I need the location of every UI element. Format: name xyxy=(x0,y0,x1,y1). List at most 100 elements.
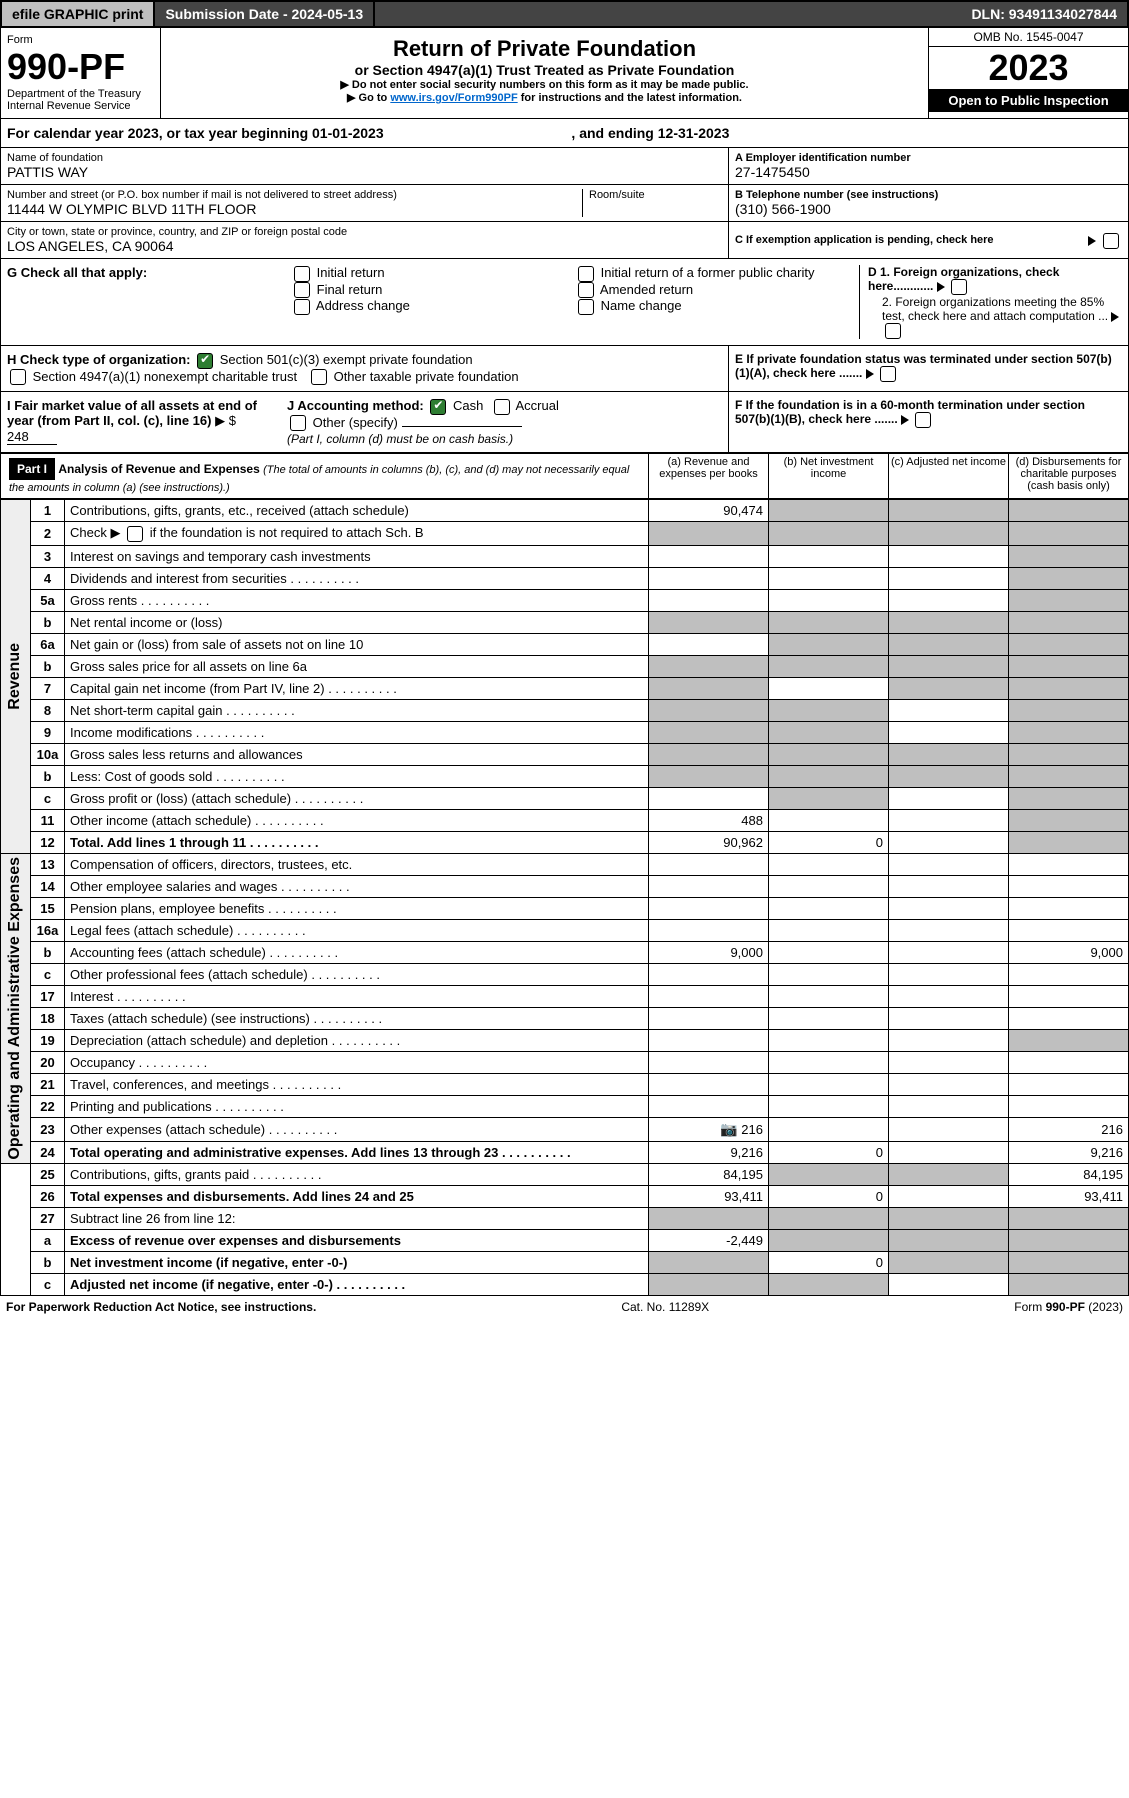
row-num: 9 xyxy=(31,721,65,743)
row-desc: Check ▶ if the foundation is not require… xyxy=(65,522,649,546)
tax-year: 2023 xyxy=(929,47,1128,89)
part1-title: Analysis of Revenue and Expenses xyxy=(58,462,259,476)
cell: 90,962 xyxy=(649,831,769,853)
c-checkbox[interactable] xyxy=(1103,233,1119,249)
g-name-checkbox[interactable] xyxy=(578,299,594,315)
section-ij: I Fair market value of all assets at end… xyxy=(0,392,1129,453)
g-opt: Address change xyxy=(316,298,410,313)
row-num: c xyxy=(31,1273,65,1295)
h-other-checkbox[interactable] xyxy=(311,369,327,385)
cell: 0 xyxy=(769,831,889,853)
cell: 216 xyxy=(1009,1117,1129,1141)
j-other-checkbox[interactable] xyxy=(290,415,306,431)
h-501c3-checkbox[interactable] xyxy=(197,353,213,369)
g-opt: Initial return of a former public charit… xyxy=(601,265,815,280)
row-desc: Taxes (attach schedule) (see instruction… xyxy=(65,1007,649,1029)
arrow-icon xyxy=(866,369,874,379)
note2-prefix: ▶ Go to xyxy=(347,92,390,104)
f-note: F If the foundation is in a 60-month ter… xyxy=(735,398,1122,428)
section-h: H Check type of organization: Section 50… xyxy=(0,346,1129,392)
f-checkbox[interactable] xyxy=(915,412,931,428)
d1-checkbox[interactable] xyxy=(951,279,967,295)
g-initial-checkbox[interactable] xyxy=(294,266,310,282)
row-num: 20 xyxy=(31,1051,65,1073)
h-4947-checkbox[interactable] xyxy=(10,369,26,385)
d1-note: D 1. Foreign organizations, check here..… xyxy=(868,265,1122,295)
row-desc: Total. Add lines 1 through 11 xyxy=(65,831,649,853)
row-desc: Gross profit or (loss) (attach schedule) xyxy=(65,787,649,809)
arrow-icon xyxy=(937,282,945,292)
omb-number: OMB No. 1545-0047 xyxy=(929,28,1128,47)
dept-label: Department of the Treasury xyxy=(7,88,154,100)
row-desc: Pension plans, employee benefits xyxy=(65,897,649,919)
footer-left: For Paperwork Reduction Act Notice, see … xyxy=(6,1300,316,1314)
cell: 93,411 xyxy=(1009,1185,1129,1207)
g-final-checkbox[interactable] xyxy=(294,282,310,298)
arrow-icon xyxy=(1111,312,1119,322)
row-desc: Adjusted net income (if negative, enter … xyxy=(65,1273,649,1295)
row-num: b xyxy=(31,611,65,633)
cell: 488 xyxy=(649,809,769,831)
row-desc: Travel, conferences, and meetings xyxy=(65,1073,649,1095)
cell: 90,474 xyxy=(649,500,769,522)
j-accrual-checkbox[interactable] xyxy=(494,399,510,415)
row-num: 7 xyxy=(31,677,65,699)
irs-link[interactable]: www.irs.gov/Form990PF xyxy=(390,92,517,104)
cell: 9,000 xyxy=(1009,941,1129,963)
dollar-sign: $ xyxy=(229,413,236,428)
cal-b: , and ending 12-31-2023 xyxy=(571,125,729,141)
row-num: 27 xyxy=(31,1207,65,1229)
row-desc: Less: Cost of goods sold xyxy=(65,765,649,787)
note2-suffix: for instructions and the latest informat… xyxy=(521,92,742,104)
row-num: a xyxy=(31,1229,65,1251)
form-subtitle: or Section 4947(a)(1) Trust Treated as P… xyxy=(169,62,920,78)
j-accrual: Accrual xyxy=(516,398,559,413)
attachment-icon[interactable]: 📷 xyxy=(720,1121,737,1137)
row-desc: Total expenses and disbursements. Add li… xyxy=(65,1185,649,1207)
row-desc: Contributions, gifts, grants, etc., rece… xyxy=(65,500,649,522)
cell: 0 xyxy=(769,1251,889,1273)
note-ssn: ▶ Do not enter social security numbers o… xyxy=(169,78,920,91)
row-desc: Accounting fees (attach schedule) xyxy=(65,941,649,963)
expenses-side-label: Operating and Administrative Expenses xyxy=(6,857,24,1160)
g-amended-checkbox[interactable] xyxy=(578,282,594,298)
g-opt: Initial return xyxy=(317,265,385,280)
row-num: b xyxy=(31,1251,65,1273)
row-num: 8 xyxy=(31,699,65,721)
row-desc: Other expenses (attach schedule) xyxy=(65,1117,649,1141)
d2-checkbox[interactable] xyxy=(885,323,901,339)
footer-mid: Cat. No. 11289X xyxy=(621,1300,709,1314)
row-num: 22 xyxy=(31,1095,65,1117)
ein-label: A Employer identification number xyxy=(735,152,1122,164)
j-label: J Accounting method: xyxy=(287,398,424,413)
addr-value: 11444 W OLYMPIC BLVD 11TH FLOOR xyxy=(7,201,582,217)
top-toolbar: efile GRAPHIC print Submission Date - 20… xyxy=(0,0,1129,28)
row-num: c xyxy=(31,787,65,809)
row-desc: Depreciation (attach schedule) and deple… xyxy=(65,1029,649,1051)
section-g: G Check all that apply: Initial return F… xyxy=(0,259,1129,346)
irs-label: Internal Revenue Service xyxy=(7,100,154,112)
col-d-header: (d) Disbursements for charitable purpose… xyxy=(1008,454,1128,498)
revenue-side-label: Revenue xyxy=(6,643,24,710)
row-num: 6a xyxy=(31,633,65,655)
cell: 216 xyxy=(741,1122,763,1137)
g-initial-public-checkbox[interactable] xyxy=(578,266,594,282)
open-public: Open to Public Inspection xyxy=(929,89,1128,112)
cell: 0 xyxy=(769,1185,889,1207)
schb-checkbox[interactable] xyxy=(127,526,143,542)
j-cash-checkbox[interactable] xyxy=(430,399,446,415)
row-desc: Net short-term capital gain xyxy=(65,699,649,721)
row-desc: Contributions, gifts, grants paid xyxy=(65,1163,649,1185)
g-opt: Name change xyxy=(601,298,682,313)
cell: 9,000 xyxy=(649,941,769,963)
efile-print-button[interactable]: efile GRAPHIC print xyxy=(2,2,155,26)
g-address-checkbox[interactable] xyxy=(294,299,310,315)
form-header: Form 990-PF Department of the Treasury I… xyxy=(0,28,1129,119)
row-num: 4 xyxy=(31,567,65,589)
row-desc: Interest xyxy=(65,985,649,1007)
e-checkbox[interactable] xyxy=(880,366,896,382)
row-desc: Income modifications xyxy=(65,721,649,743)
row-desc: Total operating and administrative expen… xyxy=(65,1141,649,1163)
part1-header: Part I Analysis of Revenue and Expenses … xyxy=(0,453,1129,499)
submission-date: Submission Date - 2024-05-13 xyxy=(155,2,375,26)
